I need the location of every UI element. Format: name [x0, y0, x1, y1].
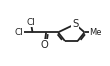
- Text: S: S: [72, 19, 78, 29]
- Text: Cl: Cl: [15, 28, 23, 37]
- Text: Me: Me: [89, 28, 102, 37]
- Text: Cl: Cl: [26, 18, 35, 27]
- Text: O: O: [41, 40, 48, 50]
